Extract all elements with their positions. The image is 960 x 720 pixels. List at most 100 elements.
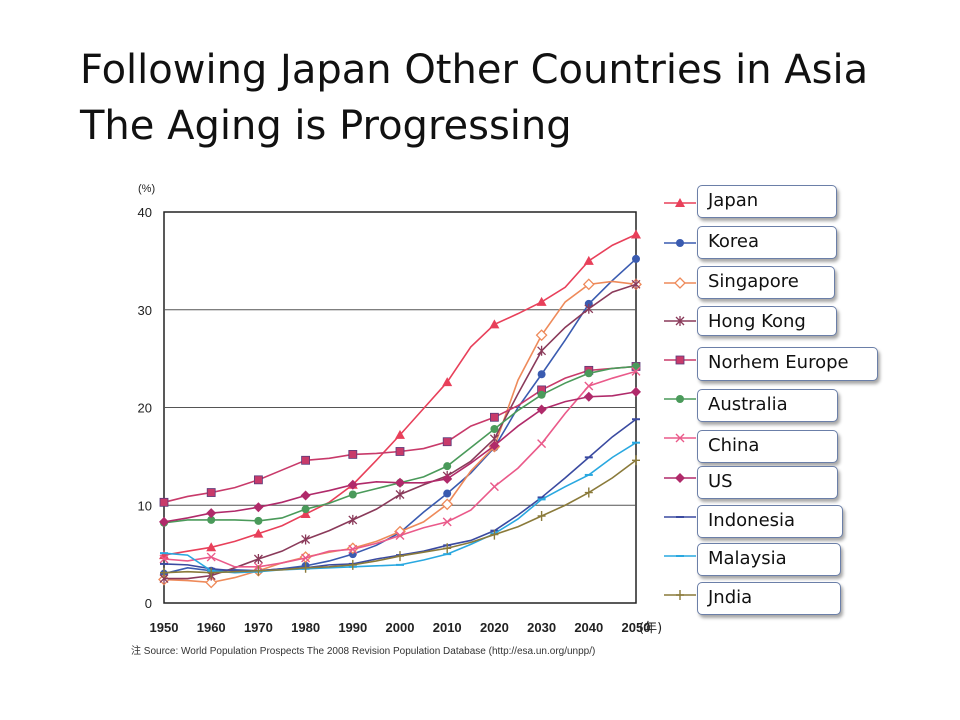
data-point-hong-kong [348, 514, 358, 525]
x-tick-label: 1970 [244, 620, 273, 635]
data-point-japan [300, 509, 311, 519]
data-point-australia [490, 425, 499, 434]
data-point-us [631, 386, 641, 397]
legend-marker-japan [675, 198, 685, 207]
data-point-singapore [205, 576, 218, 589]
data-point-china [537, 439, 547, 449]
data-point-australia [443, 462, 452, 471]
data-point-jndia [396, 551, 404, 562]
data-point-australia [301, 505, 310, 514]
data-point-jndia [207, 567, 216, 578]
data-point-hong-kong [631, 279, 641, 290]
data-point-australia [537, 390, 546, 399]
data-point-norhem-europe [348, 450, 358, 459]
data-point-australia [254, 516, 263, 525]
data-point-norhem-europe [489, 412, 499, 422]
legend-marker-us [675, 473, 685, 483]
data-point-hong-kong [584, 303, 594, 314]
y-tick-label: 20 [138, 401, 152, 416]
data-point-japan [395, 429, 405, 439]
data-point-us [206, 508, 217, 519]
legend-label-jndia: Jndia [697, 582, 841, 615]
legend-label-korea: Korea [697, 226, 837, 259]
data-point-japan [206, 542, 217, 552]
legend-marker-jndia [676, 590, 684, 600]
data-point-china [631, 366, 641, 376]
data-point-korea [537, 370, 546, 379]
x-tick-label: 1980 [291, 620, 320, 635]
legend-marker-norhem-europe [675, 355, 685, 365]
data-point-china [206, 552, 216, 562]
data-point-us [347, 479, 358, 490]
x-tick-label: 2010 [433, 620, 462, 635]
data-point-japan [253, 528, 264, 538]
data-point-norhem-europe [206, 488, 216, 497]
data-point-china [301, 553, 311, 563]
data-point-us [300, 490, 311, 501]
data-point-us [489, 440, 500, 451]
data-point-hong-kong [537, 345, 547, 356]
y-tick-label: 10 [138, 498, 152, 513]
y-tick-label: 30 [138, 303, 152, 318]
x-tick-label: 1990 [338, 620, 367, 635]
data-point-jndia [490, 529, 499, 540]
y-tick-label: 0 [145, 596, 152, 611]
data-point-china [442, 517, 452, 527]
data-point-australia [207, 515, 216, 524]
data-point-norhem-europe [442, 437, 452, 447]
data-point-hong-kong [301, 534, 311, 545]
legend-label-japan: Japan [697, 185, 837, 218]
slide-title-line-2: The Aging is Progressing [80, 103, 572, 149]
legend-label-indonesia: Indonesia [697, 505, 843, 538]
data-point-china [348, 544, 358, 554]
data-point-japan [536, 296, 547, 306]
legend-marker-korea [676, 239, 684, 247]
slide-title: Following Japan Other Countries in Asia … [80, 42, 900, 154]
data-point-norhem-europe [301, 455, 311, 465]
y-tick-label: 40 [138, 205, 152, 220]
legend-marker-china [675, 433, 685, 443]
data-point-hong-kong [395, 489, 405, 500]
data-point-jndia [443, 543, 452, 554]
data-point-singapore [535, 329, 548, 342]
x-tick-label: 2030 [527, 620, 556, 635]
legend-label-singapore: Singapore [697, 266, 835, 299]
data-point-jndia [584, 487, 593, 498]
data-point-jndia [160, 567, 168, 578]
data-point-norhem-europe [159, 497, 169, 507]
data-point-us [442, 473, 453, 484]
x-tick-label: 1960 [197, 620, 226, 635]
data-point-us [159, 516, 169, 527]
data-point-hong-kong [253, 554, 263, 565]
data-point-jndia [537, 511, 546, 522]
legend-label-hong-kong: Hong Kong [697, 306, 837, 336]
data-point-japan [631, 229, 641, 239]
data-point-singapore [582, 278, 595, 291]
data-point-norhem-europe [253, 475, 263, 485]
data-point-norhem-europe [395, 447, 405, 456]
slide-title-line-1: Following Japan Other Countries in Asia [80, 47, 869, 93]
data-point-us [395, 477, 405, 488]
data-point-china [489, 482, 499, 492]
legend-label-australia: Australia [697, 389, 838, 422]
data-point-jndia [301, 562, 310, 573]
data-point-japan [489, 319, 500, 329]
data-point-korea [632, 254, 640, 263]
x-tick-label: 1950 [150, 620, 179, 635]
data-point-jndia [254, 565, 263, 576]
data-point-jndia [348, 559, 357, 570]
x-tick-label: 2000 [386, 620, 415, 635]
series-line-japan [163, 233, 637, 556]
data-point-japan [583, 255, 594, 265]
legend-label-malaysia: Malaysia [697, 543, 841, 576]
data-point-australia [584, 369, 593, 378]
legend-label-china: China [697, 430, 838, 463]
data-point-australia [348, 490, 357, 499]
source-note: 注 Source: World Population Prospects The… [131, 646, 596, 657]
legend-marker-australia [676, 395, 684, 403]
legend-marker-singapore [674, 277, 686, 289]
data-point-china [159, 554, 169, 564]
data-point-china [395, 531, 405, 541]
data-point-us [536, 404, 547, 415]
